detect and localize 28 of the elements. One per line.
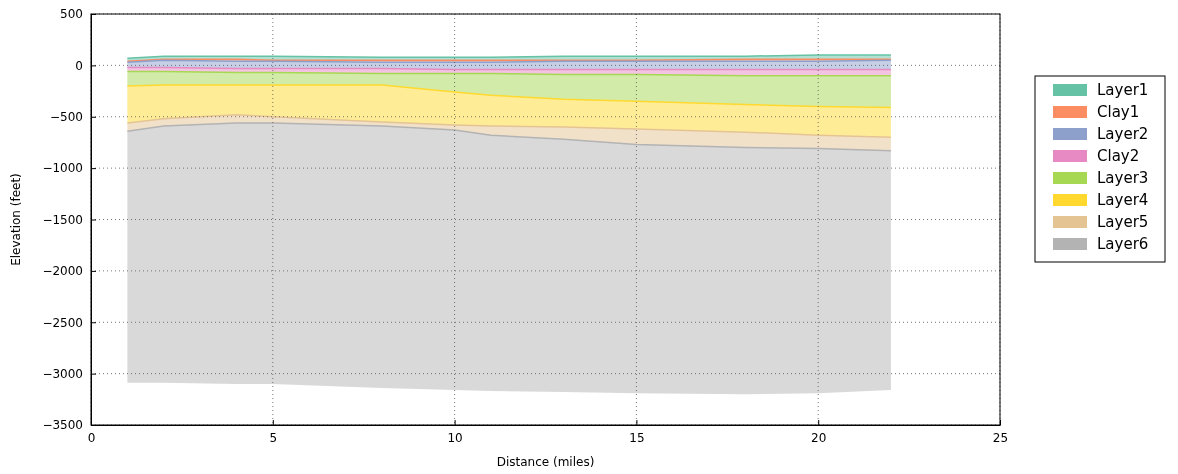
- y-tick-label: −2000: [42, 264, 83, 279]
- legend-label: Layer1: [1097, 81, 1149, 99]
- x-tick-label: 0: [87, 430, 96, 445]
- y-tick-label: −2500: [42, 315, 83, 330]
- x-tick-label: 5: [269, 430, 278, 445]
- y-axis-title: Elevation (feet): [9, 173, 23, 266]
- y-tick-label: −1500: [42, 212, 83, 227]
- y-tick-label: −3500: [42, 418, 83, 433]
- line-series: [126, 122, 892, 152]
- x-tick-label: 20: [811, 430, 827, 445]
- x-axis-title: Distance (miles): [496, 455, 595, 469]
- legend-label: Layer6: [1097, 235, 1149, 253]
- legend-label: Layer2: [1097, 125, 1149, 143]
- x-tick-label: 10: [447, 430, 463, 445]
- legend-label: Clay2: [1097, 147, 1140, 165]
- y-tick-label: 500: [60, 7, 83, 22]
- y-tick-label: −1000: [42, 161, 83, 176]
- y-tick-label: −500: [50, 110, 83, 125]
- legend-label: Layer3: [1097, 169, 1149, 187]
- legend-label: Clay1: [1097, 103, 1140, 121]
- legend-label: Layer4: [1097, 191, 1149, 209]
- x-tick-label: 25: [992, 430, 1009, 445]
- line-series: [126, 113, 892, 139]
- line-series: [126, 84, 892, 109]
- y-tick-label: −3000: [42, 366, 83, 381]
- legend-label: Layer5: [1097, 213, 1149, 231]
- y-tick-label: 0: [75, 58, 83, 73]
- x-tick-label: 15: [629, 430, 645, 445]
